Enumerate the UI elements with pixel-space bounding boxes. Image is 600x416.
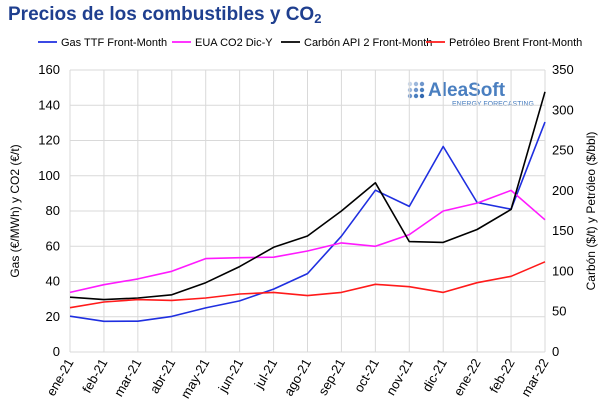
x-tick-label: feb-21 bbox=[79, 356, 110, 395]
series-line-petroleo-brent-front-month bbox=[69, 261, 546, 309]
right-tick-label: 100 bbox=[552, 263, 574, 278]
chart-title: Precios de los combustibles y CO2 bbox=[8, 4, 321, 26]
right-tick-label: 350 bbox=[552, 62, 574, 77]
series-line-carbon-api-2-front-month bbox=[69, 91, 546, 301]
x-tick-label: jul-21 bbox=[251, 356, 280, 392]
right-tick-label: 50 bbox=[552, 304, 566, 319]
left-tick-label: 80 bbox=[46, 203, 60, 218]
right-axis-ticks: 0 50 100 150 200 250 300 350 bbox=[552, 62, 574, 359]
x-axis-ticks: ene-21 feb-21 mar-21 abr-21 may-21 jun-21 jul-… bbox=[43, 356, 551, 401]
x-tick-label: mar-22 bbox=[518, 356, 552, 399]
right-tick-label: 250 bbox=[552, 143, 574, 158]
series-lines bbox=[69, 91, 546, 323]
left-tick-label: 120 bbox=[38, 133, 60, 148]
left-tick-label: 20 bbox=[46, 309, 60, 324]
x-tick-label: mar-21 bbox=[111, 356, 145, 399]
right-axis-label: Carbón ($/t) y Petróleo ($/bbl) bbox=[584, 132, 598, 291]
x-tick-label: ago-21 bbox=[281, 356, 314, 399]
x-tick-label: dic-21 bbox=[419, 356, 450, 394]
right-tick-label: 0 bbox=[552, 344, 559, 359]
x-tick-label: oct-21 bbox=[351, 356, 382, 395]
legend: Gas TTF Front-Month EUA CO2 Dic-Y Carbón A… bbox=[38, 37, 582, 49]
legend-label: Petróleo Brent Front-Month bbox=[449, 37, 582, 49]
chart-title-main: Precios de los combustibles y CO bbox=[8, 4, 315, 25]
watermark-tagline: ENERGY FORECASTING bbox=[452, 101, 534, 108]
legend-label: Carbón API 2 Front-Month bbox=[304, 37, 432, 49]
watermark-dots-icon bbox=[407, 81, 425, 99]
left-tick-label: 100 bbox=[38, 168, 60, 183]
right-tick-label: 150 bbox=[552, 223, 574, 238]
series-line-eua-co2-dic-y bbox=[69, 189, 546, 294]
x-tick-label: abr-21 bbox=[147, 356, 179, 396]
series-line-gas-ttf-front-month bbox=[69, 121, 546, 323]
left-axis-ticks: 0 20 40 60 80 100 120 140 160 bbox=[38, 62, 60, 359]
right-tick-label: 300 bbox=[552, 102, 574, 117]
left-tick-label: 0 bbox=[53, 344, 60, 359]
x-tick-label: jun-21 bbox=[215, 356, 247, 396]
x-tick-label: sep-21 bbox=[315, 356, 348, 398]
x-tick-label: ene-22 bbox=[451, 356, 484, 399]
x-tick-label: nov-21 bbox=[383, 356, 416, 398]
legend-label: Gas TTF Front-Month bbox=[61, 37, 167, 49]
x-tick-label: feb-22 bbox=[486, 356, 517, 395]
x-tick-label: ene-21 bbox=[43, 356, 76, 399]
watermark-logo: AleaSoft ENERGY FORECASTING bbox=[407, 80, 534, 108]
left-tick-label: 40 bbox=[46, 274, 60, 289]
right-tick-label: 200 bbox=[552, 183, 574, 198]
chart-title-subscript: 2 bbox=[314, 11, 322, 26]
watermark-brand: AleaSoft bbox=[428, 80, 506, 101]
x-tick-label: may-21 bbox=[178, 356, 213, 401]
left-tick-label: 60 bbox=[46, 238, 60, 253]
grid bbox=[69, 69, 546, 353]
left-tick-label: 160 bbox=[38, 62, 60, 77]
legend-label: EUA CO2 Dic-Y bbox=[195, 37, 273, 49]
left-tick-label: 140 bbox=[38, 97, 60, 112]
left-axis-label: Gas (€/MWh) y CO2 (€/t) bbox=[8, 144, 22, 277]
